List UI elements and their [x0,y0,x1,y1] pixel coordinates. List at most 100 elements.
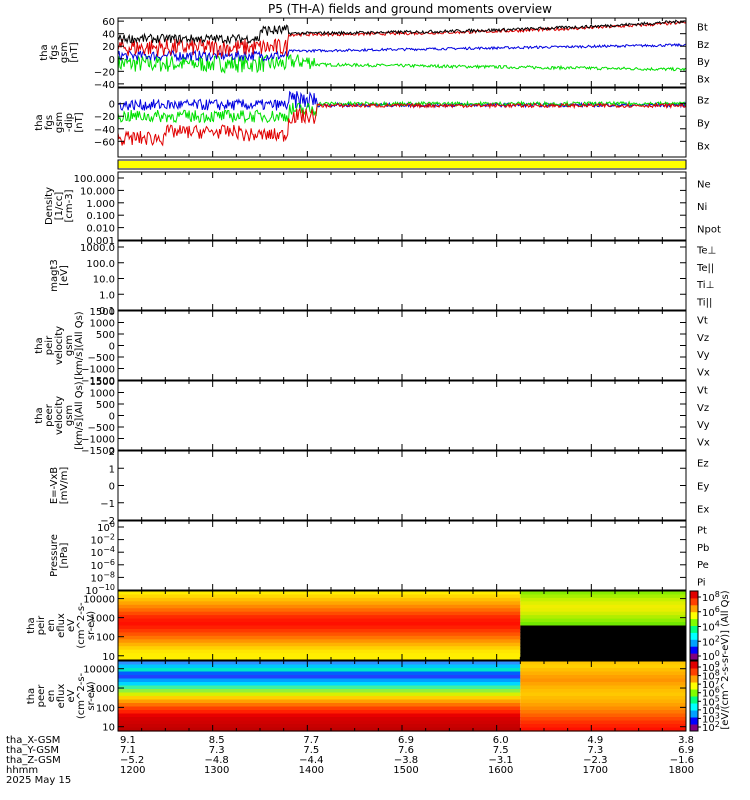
heatmap-cell [118,668,521,673]
y-axis-label: gsm [59,42,70,63]
heatmap-cell [118,727,521,732]
colorbar-frame [689,660,699,732]
x-tick-label-xgsm: 4.9 [587,735,603,746]
y-tick-label: 10000 [83,595,115,606]
colorbar-segment [690,604,698,613]
y-tick-label: 1000 [90,614,115,625]
panel-frame [117,171,687,241]
y-tick-label: 40 [102,30,115,41]
y-tick-label: 0.100 [86,211,115,222]
legend-pi: Pi [697,577,706,588]
y-tick-label: 100 [97,520,115,534]
legend-bt: Bt [697,23,708,34]
heatmap-cell [520,678,686,683]
y-axis-label: [1/cc] [54,192,65,221]
heatmap-cell [118,671,521,676]
y-axis-label: tha [26,688,37,704]
legend-bx: Bx [697,142,710,153]
colorbar-tick-label: 102 [702,634,720,648]
heatmap-cell [520,675,686,680]
panel-fgs-gsm [117,19,687,74]
y-axis-label: tha [34,407,45,423]
y-tick-label: 1500 [90,377,115,388]
heatmap-cell [520,625,686,630]
y-tick-label: 10.0 [93,275,115,286]
y-axis-label: gsm [64,405,75,426]
x-tick-label-xgsm: 8.5 [209,735,225,746]
colorbar-segment [690,710,698,718]
heatmap-cell [118,724,521,729]
heatmap-cell [520,656,686,661]
series-bx-line [117,90,687,112]
mode-bar-yellow [118,161,686,168]
y-tick-label: −1500 [81,376,115,387]
legend-ni: Ni [697,202,707,213]
legend-ex: Ex [697,505,709,516]
heatmap-cell [118,664,521,669]
y-axis-label: velocity [54,326,65,365]
y-axis-label: peer [36,684,47,708]
x-tick-label-time: 1600 [488,765,513,776]
heatmap-cell [118,706,521,711]
series-bz-line [117,20,687,58]
colorbar-segment [690,661,698,669]
colorbar-segment [690,591,698,599]
heatmap-cell [118,649,521,654]
y-axis-label: Density [44,187,55,225]
y-tick-label: 60 [102,17,115,28]
x-tick-label-xgsm: 7.7 [303,735,319,746]
y-tick-label: 0.1 [99,306,115,317]
heatmap-cell [118,608,521,613]
colorbar-segment [690,724,698,732]
colorbar-tick-label: 107 [702,677,720,691]
heatmap-cell [118,625,521,630]
y-tick-label: 100.0 [86,259,115,270]
heatmap-cell [520,615,686,620]
colorbar-segment [690,625,698,633]
x-tick-label-xgsm: 6.9 [398,735,414,746]
y-tick-label: 0 [109,55,115,66]
heatmap-cell [118,594,521,599]
heatmap-cell [118,653,521,658]
heatmap-cell [118,618,521,623]
legend-vz: Vz [697,403,709,414]
mode-bar-frame [117,159,687,170]
y-axis-label: (cm^2-s- [76,672,87,719]
heatmap-cell [118,642,521,647]
heatmap-cell [118,635,521,640]
x-tick-label-xgsm: 9.1 [120,735,136,746]
y-tick-label: −500 [88,423,115,434]
heatmap-cell [118,685,521,690]
panel-frame [117,240,687,311]
legend-npot: Npot [697,225,721,236]
y-tick-label: 1000.0 [80,243,115,254]
y-tick-label: 0 [109,412,115,423]
legend-by: By [697,57,710,68]
panel-frame [117,87,687,158]
heatmap-cell [118,689,521,694]
panel-frame [117,520,687,591]
colorbar-segment [690,696,698,704]
legend-vy: Vy [697,420,710,431]
legend-vt: Vt [697,316,708,327]
y-tick-label: −1500 [81,446,115,457]
colorbar-segment [690,646,698,654]
x-tick-label-zgsm: −3.8 [394,755,418,766]
y-tick-label: 1000 [90,389,115,400]
y-tick-label: 100.000 [74,174,115,185]
x-tick-label-ygsm: 7.3 [209,745,225,756]
heatmap-cell [118,675,521,680]
y-tick-label: 10 [102,652,115,663]
heatmap-cell [520,601,686,606]
heatmap-cell [118,615,521,620]
heatmap-cell [520,594,686,599]
colorbar-electron [689,660,701,732]
heatmap-cell [118,628,521,633]
y-axis-label: fgs [44,115,55,130]
panel-frame [117,380,687,451]
heatmap-cell [520,696,686,701]
x-tick-label-ygsm: 6.9 [678,745,694,756]
colorbar-ion [689,590,701,661]
colorbar-segment [690,632,698,640]
heatmap-cell [520,699,686,704]
